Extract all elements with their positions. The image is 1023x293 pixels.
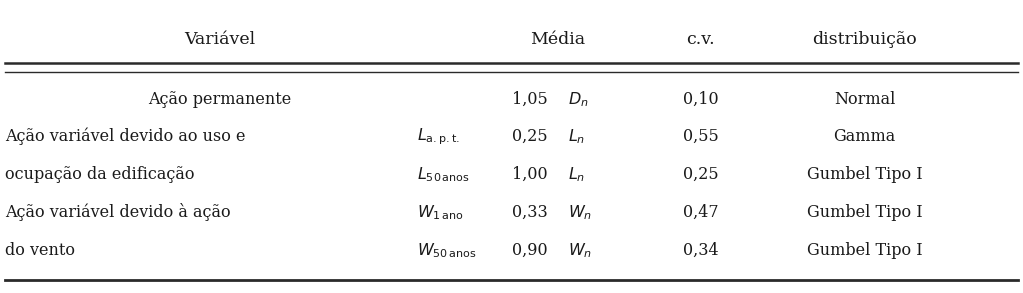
- Text: $L_n$: $L_n$: [568, 165, 585, 184]
- Text: $W_n$: $W_n$: [568, 241, 592, 260]
- Text: Gumbel Tipo I: Gumbel Tipo I: [806, 242, 923, 259]
- Text: do vento: do vento: [5, 242, 75, 259]
- Text: 1,00: 1,00: [512, 166, 552, 183]
- Text: Gamma: Gamma: [834, 128, 895, 145]
- Text: distribuição: distribuição: [812, 31, 917, 48]
- Text: 0,34: 0,34: [683, 242, 718, 259]
- Text: $W_n$: $W_n$: [568, 203, 592, 222]
- Text: $\mathit{W}_{1\,\mathrm{ano}}$: $\mathit{W}_{1\,\mathrm{ano}}$: [417, 203, 464, 222]
- Text: 1,05: 1,05: [512, 91, 552, 108]
- Text: 0,10: 0,10: [683, 91, 718, 108]
- Text: Gumbel Tipo I: Gumbel Tipo I: [806, 204, 923, 221]
- Text: Gumbel Tipo I: Gumbel Tipo I: [806, 166, 923, 183]
- Text: Variável: Variável: [184, 31, 256, 48]
- Text: 0,25: 0,25: [683, 166, 718, 183]
- Text: Média: Média: [530, 31, 585, 48]
- Text: ocupação da edificação: ocupação da edificação: [5, 166, 194, 183]
- Text: c.v.: c.v.: [686, 31, 715, 48]
- Text: 0,55: 0,55: [683, 128, 718, 145]
- Text: $\mathit{L}_{50\,\mathrm{anos}}$: $\mathit{L}_{50\,\mathrm{anos}}$: [417, 165, 471, 184]
- Text: $\mathit{L}_{\mathrm{a.p.t.}}$: $\mathit{L}_{\mathrm{a.p.t.}}$: [417, 126, 460, 146]
- Text: 0,47: 0,47: [683, 204, 718, 221]
- Text: Ação variável devido ao uso e: Ação variável devido ao uso e: [5, 127, 246, 145]
- Text: Ação permanente: Ação permanente: [148, 91, 292, 108]
- Text: 0,90: 0,90: [512, 242, 552, 259]
- Text: $D_n$: $D_n$: [568, 90, 588, 109]
- Text: $L_n$: $L_n$: [568, 127, 585, 146]
- Text: 0,33: 0,33: [512, 204, 552, 221]
- Text: Normal: Normal: [834, 91, 895, 108]
- Text: Ação variável devido à ação: Ação variável devido à ação: [5, 203, 231, 222]
- Text: 0,25: 0,25: [512, 128, 552, 145]
- Text: $\mathit{W}_{50\,\mathrm{anos}}$: $\mathit{W}_{50\,\mathrm{anos}}$: [417, 241, 478, 260]
